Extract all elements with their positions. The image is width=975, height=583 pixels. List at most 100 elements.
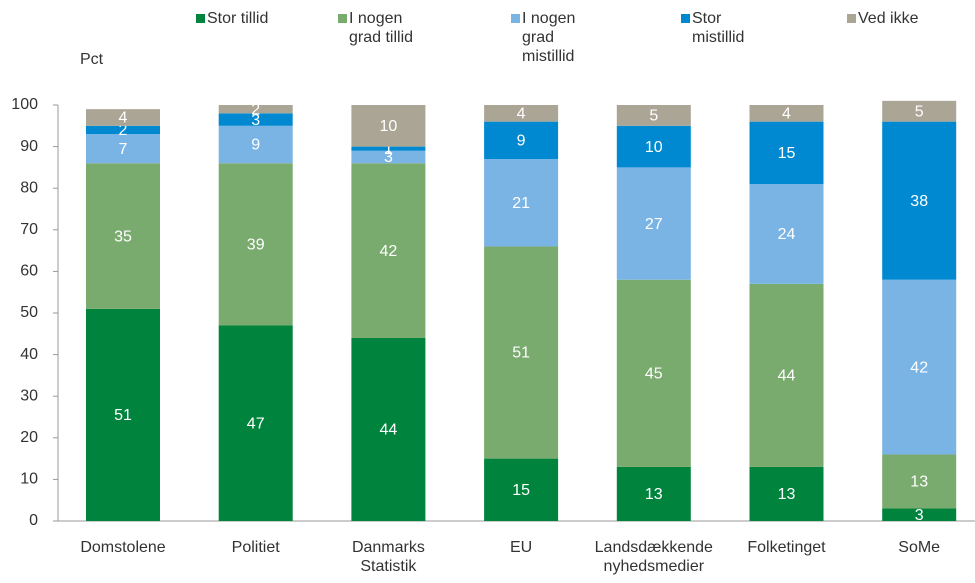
legend-swatch	[338, 14, 347, 23]
value-label: 1	[384, 141, 393, 158]
bar-segment	[86, 163, 160, 309]
value-label: 27	[645, 216, 663, 233]
value-label: 39	[247, 237, 265, 254]
value-label: 44	[380, 422, 398, 439]
value-label: 7	[119, 141, 128, 158]
value-label: 2	[119, 122, 128, 139]
legend-label: I nogen grad mistillid	[522, 10, 576, 65]
legend-swatch	[847, 14, 856, 23]
x-tick-label: Domstolene	[80, 539, 166, 556]
bar-segment	[86, 134, 160, 164]
bar-segment	[351, 163, 426, 338]
legend-swatch	[511, 14, 520, 23]
bar-segment	[749, 283, 824, 467]
y-tick-label: 70	[20, 221, 38, 238]
value-label: 9	[251, 137, 260, 154]
value-label: 4	[119, 110, 128, 127]
value-label: 21	[512, 195, 530, 212]
x-tick-label: Folketinget	[747, 539, 826, 556]
x-tick-label: Danmarks Statistik	[351, 539, 425, 575]
bar-segment	[218, 105, 293, 114]
value-label: 24	[778, 226, 796, 243]
x-tick-label: SoMe	[898, 539, 941, 556]
bar-segment	[749, 184, 824, 284]
x-tick-label: Landsdækkende nyhedsmedier	[594, 539, 713, 575]
legend-label: Ved ikke	[858, 10, 919, 27]
value-label: 51	[512, 345, 530, 362]
bar-segment	[616, 279, 691, 467]
bar-segment	[616, 125, 691, 168]
y-tick-label: 80	[20, 179, 38, 196]
y-tick-label: 90	[20, 138, 38, 155]
value-label: 45	[645, 366, 663, 383]
bar-segment	[616, 466, 691, 521]
legend-label: I nogen grad tillid	[349, 10, 414, 46]
bar-segment	[616, 105, 691, 126]
value-label: 3	[251, 112, 260, 129]
y-tick-label: 20	[20, 429, 38, 446]
bar-segment	[749, 105, 824, 122]
x-tick-label: Politiet	[231, 539, 280, 556]
value-label: 15	[778, 145, 796, 162]
bar-segment	[882, 508, 957, 521]
y-tick-label: 30	[20, 387, 38, 404]
y-tick-label: 40	[20, 346, 38, 363]
bar-segment	[484, 159, 559, 247]
bar-segment	[616, 167, 691, 280]
legend-label: Stor tillid	[207, 10, 269, 27]
value-label: 42	[380, 243, 398, 260]
value-label: 42	[910, 359, 928, 376]
value-label: 35	[114, 228, 132, 245]
bar-segment	[86, 125, 160, 135]
bar-segment	[882, 279, 957, 455]
bar-segment	[484, 105, 559, 122]
y-axis-label: Pct	[80, 51, 104, 68]
value-label: 4	[782, 106, 791, 123]
legend-swatch	[681, 14, 690, 23]
bar-segment	[86, 308, 160, 521]
value-label: 10	[380, 118, 398, 135]
bar-segment	[882, 100, 957, 122]
bar-segment	[351, 146, 426, 151]
value-label: 2	[251, 101, 260, 118]
y-tick-label: 100	[11, 96, 38, 113]
bar-segment	[882, 454, 957, 509]
value-label: 47	[247, 415, 265, 432]
bar-segment	[351, 105, 426, 147]
bar-segment	[218, 125, 293, 164]
bar-segment	[86, 109, 160, 126]
legend-swatch	[196, 14, 205, 23]
bar-segment	[749, 466, 824, 521]
value-label: 4	[517, 106, 526, 123]
value-label: 3	[384, 149, 393, 166]
value-label: 10	[645, 139, 663, 156]
legend-label: Stor mistillid	[692, 10, 745, 46]
bar-segment	[484, 121, 559, 160]
bar-segment	[882, 121, 957, 280]
value-label: 44	[778, 368, 796, 385]
bar-segment	[351, 337, 426, 521]
value-label: 13	[778, 486, 796, 503]
value-label: 13	[645, 486, 663, 503]
y-tick-label: 60	[20, 263, 38, 280]
value-label: 3	[915, 507, 924, 524]
value-label: 5	[915, 103, 924, 120]
bar-segment	[749, 121, 824, 185]
value-label: 15	[512, 482, 530, 499]
bar-segment	[218, 113, 293, 126]
bar-segment	[218, 325, 293, 521]
bar-segment	[218, 163, 293, 326]
y-tick-label: 0	[29, 512, 38, 529]
y-tick-label: 10	[20, 471, 38, 488]
value-label: 9	[517, 133, 526, 150]
x-tick-label: EU	[509, 539, 533, 556]
value-label: 13	[910, 474, 928, 491]
bar-segment	[484, 458, 559, 521]
value-label: 5	[649, 108, 658, 125]
bar-segment	[484, 246, 559, 459]
value-label: 38	[910, 193, 928, 210]
y-tick-label: 50	[20, 304, 38, 321]
bar-segment	[351, 150, 426, 164]
